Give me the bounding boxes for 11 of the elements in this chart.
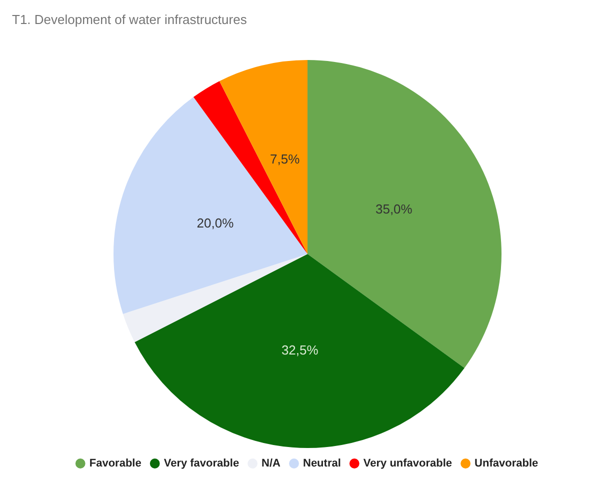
data-label: 35,0% xyxy=(375,202,413,217)
legend-label: Very unfavorable xyxy=(363,458,452,470)
data-label: 20,0% xyxy=(196,216,234,231)
chart-title: T1. Development of water infrastructures xyxy=(12,12,247,27)
legend-label: Favorable xyxy=(89,458,142,470)
legend-label: Unfavorable xyxy=(474,458,538,470)
legend-label: Very favorable xyxy=(164,458,240,470)
data-label: 32,5% xyxy=(281,342,319,358)
data-label: 7,5% xyxy=(270,151,300,166)
legend-label: Neutral xyxy=(303,458,341,470)
legend-label: N/A xyxy=(262,458,281,470)
